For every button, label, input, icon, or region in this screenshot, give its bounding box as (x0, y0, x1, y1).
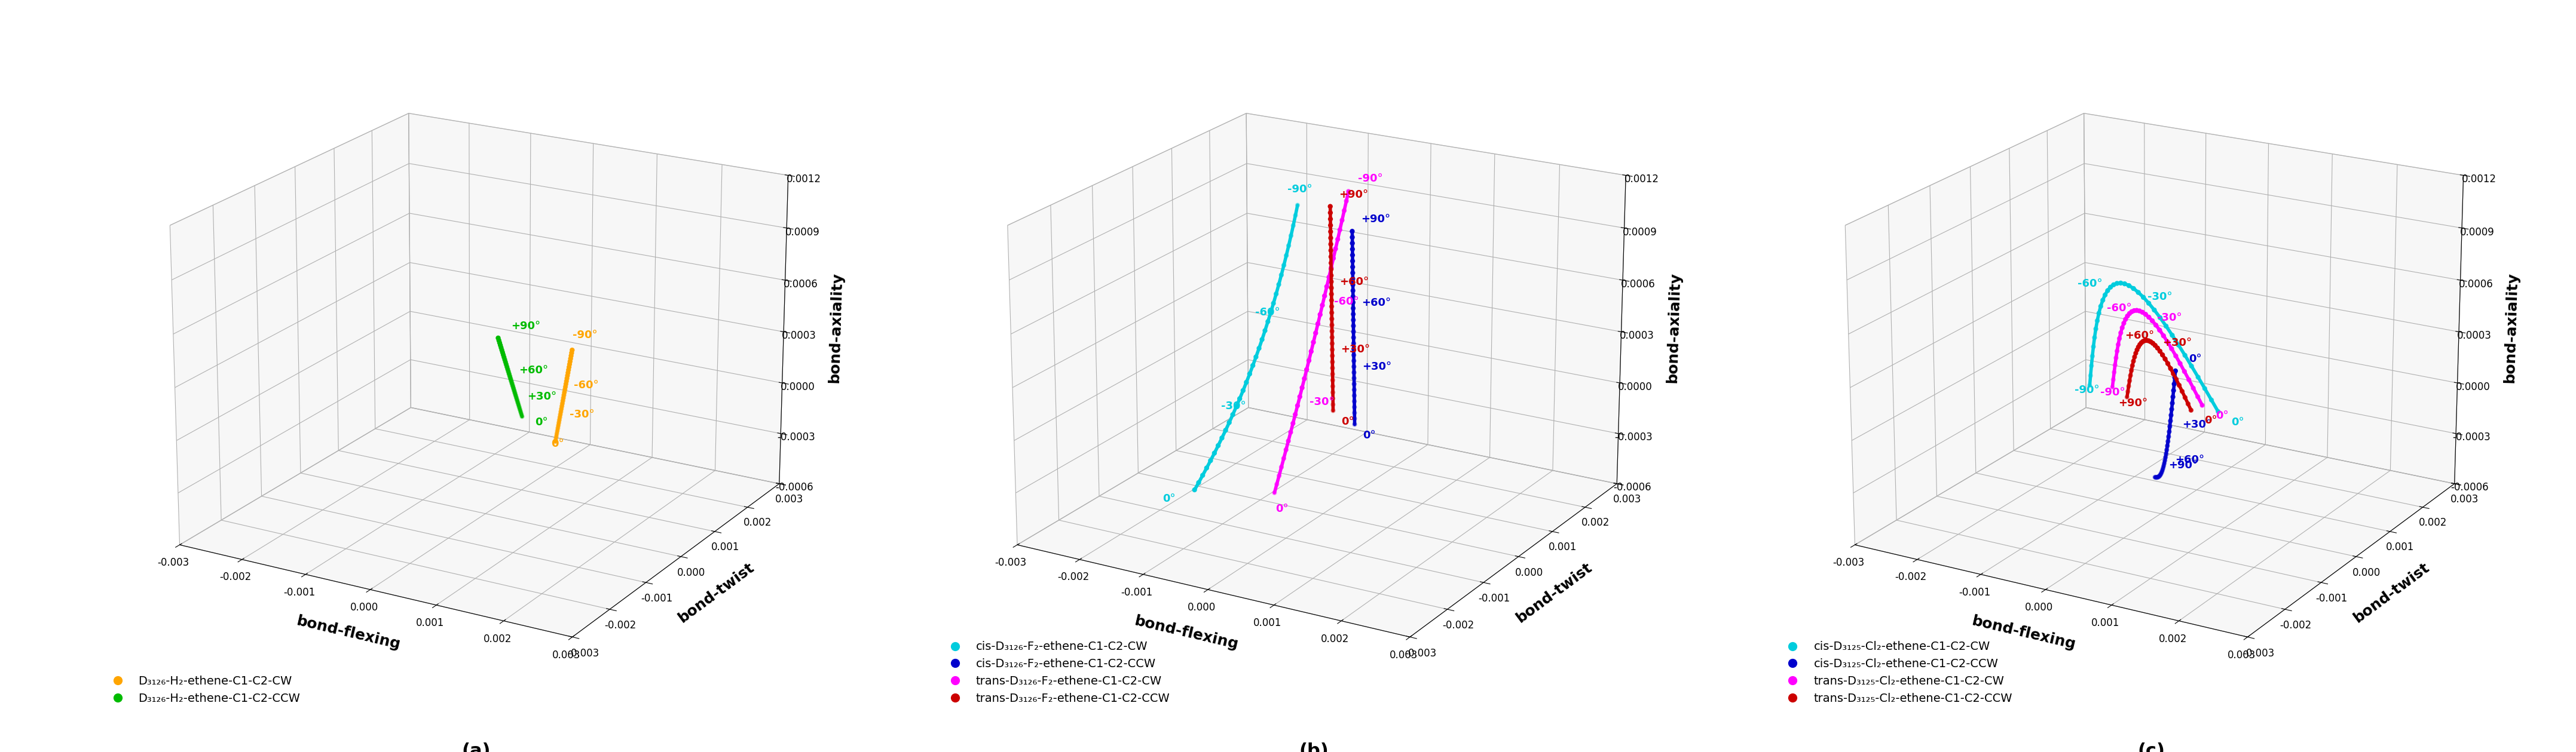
Legend: D₃₁₂₆-H₂-ethene-C1-C2-CW, D₃₁₂₆-H₂-ethene-C1-C2-CCW: D₃₁₂₆-H₂-ethene-C1-C2-CW, D₃₁₂₆-H₂-ethen… (100, 671, 304, 708)
Text: (b): (b) (1298, 742, 1329, 752)
X-axis label: bond-flexing: bond-flexing (296, 614, 402, 652)
Y-axis label: bond-twist: bond-twist (675, 559, 757, 626)
Legend: cis-D₃₁₂₆-F₂-ethene-C1-C2-CW, cis-D₃₁₂₆-F₂-ethene-C1-C2-CCW, trans-D₃₁₂₆-F₂-ethe: cis-D₃₁₂₆-F₂-ethene-C1-C2-CW, cis-D₃₁₂₆-… (938, 636, 1175, 708)
Text: (c): (c) (2138, 742, 2164, 752)
Y-axis label: bond-twist: bond-twist (1515, 559, 1595, 626)
X-axis label: bond-flexing: bond-flexing (1971, 614, 2076, 652)
Y-axis label: bond-twist: bond-twist (2352, 559, 2432, 626)
Text: (a): (a) (461, 742, 489, 752)
Legend: cis-D₃₁₂₅-Cl₂-ethene-C1-C2-CW, cis-D₃₁₂₅-Cl₂-ethene-C1-C2-CCW, trans-D₃₁₂₅-Cl₂-e: cis-D₃₁₂₅-Cl₂-ethene-C1-C2-CW, cis-D₃₁₂₅… (1777, 636, 2017, 708)
X-axis label: bond-flexing: bond-flexing (1133, 614, 1239, 652)
